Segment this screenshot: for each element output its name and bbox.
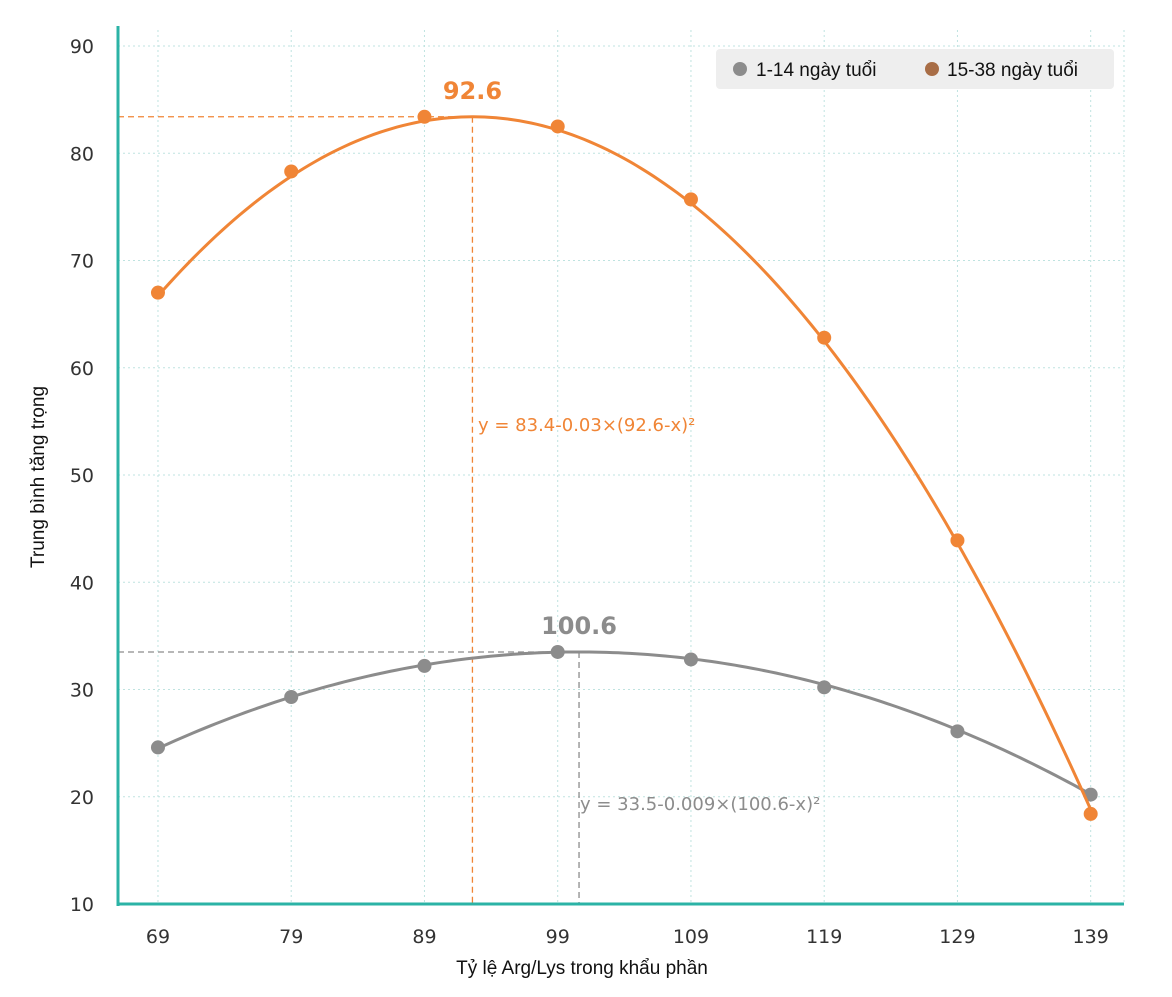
peak-label-1: 100.6 [541,612,617,640]
data-point-s1-99 [550,644,565,659]
legend-marker-series-1 [733,62,747,76]
annotations: 100.6 y = 33.5-0.009×(100.6-x)² 92.6 y = 83… [443,77,820,815]
legend: 1-14 ngày tuổi 15-38 ngày tuổi [716,49,1114,89]
y-axis-title: Trung bình tăng trọng [28,386,49,568]
data-point-s2-79 [284,164,299,179]
x-tick-129: 129 [939,926,975,948]
x-axis-title: Tỷ lệ Arg/Lys trong khẩu phần [456,958,708,979]
data-point-s1-69 [150,740,165,755]
peak-label-2: 92.6 [443,77,502,105]
y-tick-50: 50 [70,465,94,487]
data-point-s2-129 [950,533,965,548]
x-tick-89: 89 [412,926,436,948]
legend-box [716,49,1114,89]
y-tick-70: 70 [70,251,94,273]
data-point-s1-129 [950,724,965,739]
x-tick-79: 79 [279,926,303,948]
data-point-s2-89 [417,109,432,124]
y-tick-10: 10 [70,894,94,916]
data-point-s1-89 [417,658,432,673]
peak-guides [118,116,580,904]
y-tick-80: 80 [70,143,94,165]
y-tick-40: 40 [70,572,94,594]
tick-labels: 10 20 30 40 50 60 70 80 90 69 79 89 99 109 119 129 139 [70,36,1109,948]
data-point-s2-69 [150,285,165,300]
x-tick-69: 69 [146,926,170,948]
data-point-s1-119 [817,680,832,695]
x-tick-109: 109 [673,926,709,948]
y-tick-20: 20 [70,787,94,809]
legend-label-series-2: 15-38 ngày tuổi [947,60,1078,81]
data-point-s1-109 [683,652,698,667]
series-layer [150,109,1098,821]
y-tick-90: 90 [70,36,94,58]
x-tick-139: 139 [1073,926,1109,948]
legend-label-series-1: 1-14 ngày tuổi [756,60,876,81]
data-point-s2-139 [1083,806,1098,821]
legend-marker-series-2 [925,62,939,76]
series-line-1 [157,650,1092,796]
series-line-2 [156,115,1093,811]
data-point-s1-79 [284,690,299,705]
axes [116,26,1124,906]
data-point-s2-119 [817,330,832,345]
grid [118,30,1125,904]
equation-label-1: y = 33.5-0.009×(100.6-x)² [580,794,820,815]
y-tick-30: 30 [70,680,94,702]
data-point-s2-109 [683,192,698,207]
equation-label-2: y = 83.4-0.03×(92.6-x)² [478,415,695,436]
data-point-s2-99 [550,119,565,134]
x-tick-119: 119 [806,926,842,948]
x-tick-99: 99 [546,926,570,948]
y-tick-60: 60 [70,358,94,380]
